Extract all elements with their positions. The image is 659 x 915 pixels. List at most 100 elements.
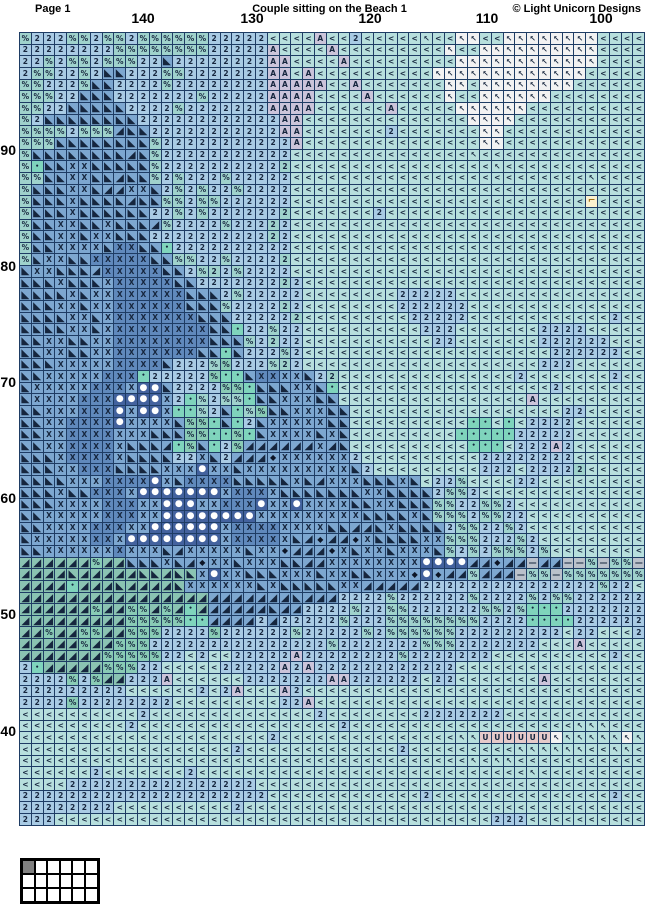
stitch-cell: 2 — [373, 650, 385, 662]
stitch-cell: 2 — [208, 149, 220, 161]
stitch-cell: ↖ — [621, 732, 633, 744]
stitch-cell: X — [126, 510, 137, 522]
stitch-cell: 2 — [208, 184, 220, 196]
stitch-cell: ◣ — [350, 464, 362, 475]
stitch-cell: % — [468, 592, 480, 604]
stitch-cell: 2 — [409, 662, 421, 674]
stitch-cell: < — [598, 394, 609, 405]
stitch-cell: X — [338, 557, 350, 569]
stitch-cell: < — [409, 172, 421, 184]
stitch-cell: A — [279, 126, 291, 137]
stitch-cell: X — [67, 196, 78, 207]
stitch-cell: ◣ — [67, 569, 78, 580]
stitch-cell: < — [633, 464, 645, 475]
stitch-cell: < — [362, 161, 373, 172]
stitch-cell: ● — [421, 569, 432, 580]
stitch-cell: X — [90, 301, 102, 312]
stitch-cell: < — [326, 266, 338, 277]
stitch-cell: 2 — [244, 674, 255, 685]
stitch-cell: < — [185, 650, 196, 662]
stitch-cell: < — [609, 709, 621, 720]
stitch-cell: 2 — [185, 172, 196, 184]
stitch-cell: 2 — [137, 114, 149, 126]
stitch-cell: % — [20, 254, 31, 266]
stitch-cell: X — [90, 371, 102, 382]
stitch-cell: 2 — [267, 184, 279, 196]
stitch-cell: % — [114, 44, 126, 56]
stitch-cell: 2 — [232, 91, 244, 102]
stitch-cell: < — [503, 685, 515, 697]
stitch-cell: < — [456, 813, 468, 825]
stitch-cell: 2 — [196, 161, 208, 172]
stitch-cell: 2 — [161, 697, 173, 709]
stitch-cell: ◢ — [20, 604, 31, 615]
stitch-cell: X — [267, 417, 279, 429]
stitch-cell: 2 — [232, 102, 244, 114]
stitch-cell: ◣ — [208, 301, 220, 312]
stitch-cell: X — [78, 475, 90, 487]
stitch-cell: ◣ — [67, 254, 78, 266]
stitch-cell: < — [385, 359, 397, 371]
stitch-cell: 2 — [350, 33, 362, 44]
stitch-cell: < — [350, 231, 362, 242]
stitch-cell: X — [31, 534, 43, 545]
stitch-cell: ◣ — [20, 487, 31, 499]
stitch-cell: 2 — [267, 627, 279, 639]
stitch-cell: ◣ — [78, 254, 90, 266]
stitch-cell: X — [78, 440, 90, 452]
stitch-cell: < — [385, 709, 397, 720]
stitch-cell: < — [432, 196, 444, 207]
stitch-cell: < — [562, 475, 574, 487]
stitch-cell: < — [303, 266, 314, 277]
stitch-cell: % — [491, 545, 503, 557]
stitch-cell: ↖ — [503, 102, 515, 114]
stitch-cell: X — [244, 499, 255, 510]
stitch-cell: 2 — [232, 242, 244, 254]
stitch-cell: X — [303, 522, 314, 534]
stitch-cell: 2 — [444, 662, 456, 674]
stitch-cell: < — [397, 732, 409, 744]
stitch-cell: X — [43, 545, 55, 557]
stitch-cell: ● — [208, 522, 220, 534]
stitch-cell: < — [598, 697, 609, 709]
stitch-cell: < — [468, 697, 480, 709]
stitch-cell: < — [220, 674, 232, 685]
stitch-cell: 2 — [279, 184, 291, 196]
stitch-cell: < — [55, 744, 67, 755]
stitch-cell: % — [456, 522, 468, 534]
stitch-cell: < — [609, 137, 621, 149]
stitch-cell: < — [539, 196, 550, 207]
stitch-cell: ◣ — [409, 475, 421, 487]
stitch-cell: < — [527, 266, 539, 277]
stitch-cell: 2 — [468, 709, 480, 720]
stitch-cell: < — [432, 440, 444, 452]
stitch-cell: X — [90, 429, 102, 440]
stitch-cell: 2 — [208, 56, 220, 67]
stitch-cell: % — [586, 569, 598, 580]
stitch-cell: < — [244, 685, 255, 697]
row-label: 70 — [0, 374, 16, 390]
stitch-cell: < — [326, 242, 338, 254]
stitch-cell: < — [527, 709, 539, 720]
stitch-cell: < — [397, 44, 409, 56]
stitch-cell: X — [279, 417, 291, 429]
stitch-cell: ◢ — [303, 534, 314, 545]
stitch-cell: < — [314, 790, 326, 802]
stitch-cell: ◢ — [102, 569, 114, 580]
stitch-cell: < — [338, 196, 350, 207]
stitch-cell: < — [503, 406, 515, 417]
stitch-cell: < — [539, 231, 550, 242]
stitch-cell: < — [114, 709, 126, 720]
stitch-cell: < — [527, 324, 539, 336]
stitch-cell: < — [362, 790, 373, 802]
stitch-cell: < — [314, 359, 326, 371]
stitch-cell: 2 — [255, 301, 267, 312]
stitch-cell: < — [621, 289, 633, 301]
stitch-cell: ◣ — [137, 242, 149, 254]
stitch-cell: < — [609, 196, 621, 207]
stitch-cell: 2 — [244, 266, 255, 277]
stitch-cell: 2 — [350, 592, 362, 604]
stitch-cell: X — [78, 359, 90, 371]
stitch-cell: % — [621, 557, 633, 569]
stitch-cell: < — [397, 440, 409, 452]
